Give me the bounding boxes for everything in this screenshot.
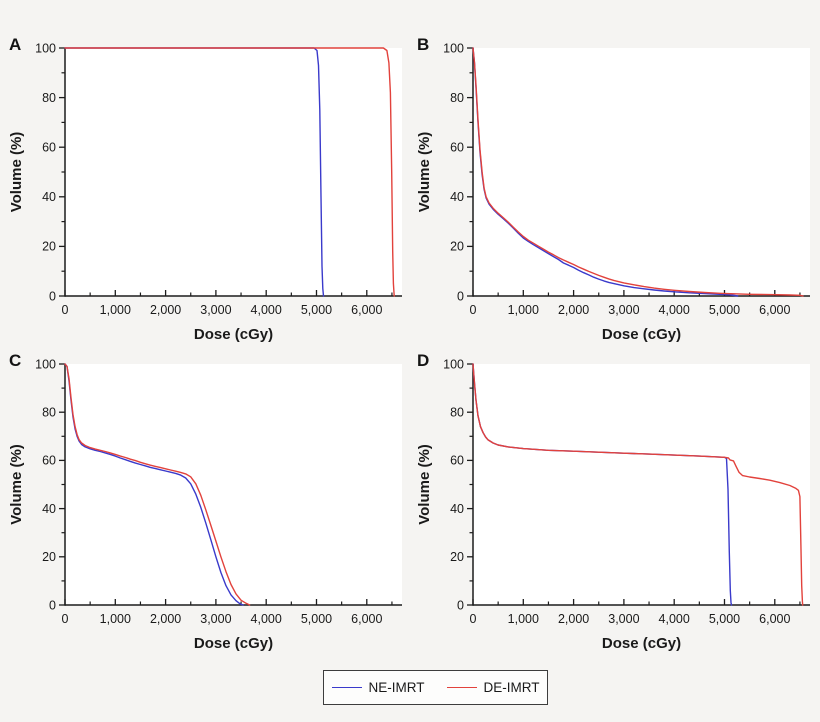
x-tick-label: 4,000 xyxy=(659,303,690,317)
dvh-curve-ne-imrt xyxy=(64,47,325,297)
y-tick-label: 20 xyxy=(450,240,464,254)
plot-area xyxy=(473,48,810,296)
ne-imrt-line-swatch xyxy=(331,687,362,688)
y-axis-title: Volume (%) xyxy=(416,444,433,525)
y-tick-label: 80 xyxy=(42,406,56,420)
y-tick-label: 60 xyxy=(42,141,56,155)
x-tick-label: 2,000 xyxy=(558,303,589,317)
dvh-curve-de-imrt xyxy=(472,363,804,606)
y-tick-label: 40 xyxy=(450,190,464,204)
y-tick-label: 0 xyxy=(457,289,464,303)
x-tick-label: 6,000 xyxy=(759,303,790,317)
y-tick-label: 20 xyxy=(450,550,464,564)
x-tick-label: 1,000 xyxy=(508,612,539,626)
y-tick-label: 100 xyxy=(443,41,464,55)
legend: NE-IMRT DE-IMRT xyxy=(323,670,548,705)
legend-label-de-imrt: DE-IMRT xyxy=(483,680,540,695)
x-tick-label: 3,000 xyxy=(200,303,231,317)
x-tick-label: 1,000 xyxy=(100,612,131,626)
x-tick-label: 2,000 xyxy=(150,612,181,626)
legend-label-ne-imrt: NE-IMRT xyxy=(368,680,425,695)
x-tick-label: 3,000 xyxy=(200,612,231,626)
x-axis-title: Dose (cGy) xyxy=(194,326,273,343)
y-tick-label: 60 xyxy=(42,454,56,468)
plot-area xyxy=(65,48,402,296)
plot-area xyxy=(473,364,810,605)
panel-a-label: A xyxy=(9,35,22,54)
de-imrt-line-swatch xyxy=(446,687,477,688)
y-tick-label: 0 xyxy=(49,289,56,303)
y-tick-label: 100 xyxy=(443,357,464,371)
x-tick-label: 6,000 xyxy=(351,303,382,317)
panel-d-label: D xyxy=(417,351,430,370)
x-tick-label: 5,000 xyxy=(709,612,740,626)
x-tick-label: 6,000 xyxy=(351,612,382,626)
x-tick-label: 1,000 xyxy=(100,303,131,317)
x-tick-label: 5,000 xyxy=(301,303,332,317)
y-tick-label: 80 xyxy=(42,91,56,105)
y-tick-label: 40 xyxy=(450,502,464,516)
x-tick-label: 2,000 xyxy=(150,303,181,317)
dvh-curve-de-imrt xyxy=(472,47,804,297)
x-tick-label: 0 xyxy=(470,612,477,626)
y-tick-label: 40 xyxy=(42,190,56,204)
panel-b-chart: 0 1,000 2,000 3,000 4,000 5,000 6,000 0 20 40 60 80… xyxy=(416,41,810,343)
panel-c-label: C xyxy=(9,351,22,370)
x-tick-label: 4,000 xyxy=(251,303,282,317)
y-tick-label: 60 xyxy=(450,454,464,468)
y-tick-label: 60 xyxy=(450,141,464,155)
panel-a-chart: 0 1,000 2,000 3,000 4,000 5,000 6,000 0 20 40 60 80… xyxy=(8,41,402,343)
y-axis-title: Volume (%) xyxy=(8,444,25,525)
x-tick-label: 0 xyxy=(62,303,69,317)
x-tick-label: 4,000 xyxy=(251,612,282,626)
x-axis-title: Dose (cGy) xyxy=(602,635,681,652)
y-tick-label: 100 xyxy=(35,357,56,371)
y-tick-label: 80 xyxy=(450,91,464,105)
panel-d-chart: 0 1,000 2,000 3,000 4,000 5,000 6,000 0 20 40 60 80… xyxy=(416,357,810,652)
y-tick-label: 100 xyxy=(35,41,56,55)
plot-area xyxy=(65,364,402,605)
y-tick-label: 20 xyxy=(42,550,56,564)
dvh-curve-de-imrt xyxy=(64,47,395,297)
panel-b-label: B xyxy=(417,35,430,54)
x-tick-label: 2,000 xyxy=(558,612,589,626)
legend-item-de-imrt: DE-IMRT xyxy=(446,680,540,695)
x-tick-label: 0 xyxy=(62,612,69,626)
x-tick-label: 5,000 xyxy=(301,612,332,626)
y-axis-title: Volume (%) xyxy=(8,132,25,213)
x-tick-label: 3,000 xyxy=(608,612,639,626)
x-axis-title: Dose (cGy) xyxy=(194,635,273,652)
x-tick-label: 4,000 xyxy=(659,612,690,626)
y-tick-label: 80 xyxy=(450,406,464,420)
y-tick-label: 0 xyxy=(457,598,464,612)
x-axis-title: Dose (cGy) xyxy=(602,326,681,343)
x-tick-label: 6,000 xyxy=(759,612,790,626)
y-tick-label: 0 xyxy=(49,598,56,612)
dvh-curve-de-imrt xyxy=(64,363,251,606)
x-tick-label: 1,000 xyxy=(508,303,539,317)
y-tick-label: 20 xyxy=(42,240,56,254)
x-tick-label: 3,000 xyxy=(608,303,639,317)
x-tick-label: 0 xyxy=(470,303,477,317)
x-tick-label: 5,000 xyxy=(709,303,740,317)
y-axis-title: Volume (%) xyxy=(416,132,433,213)
y-tick-label: 40 xyxy=(42,502,56,516)
panel-c-chart: 0 1,000 2,000 3,000 4,000 5,000 6,000 0 20 40 60 80… xyxy=(8,357,402,652)
legend-item-ne-imrt: NE-IMRT xyxy=(331,680,425,695)
